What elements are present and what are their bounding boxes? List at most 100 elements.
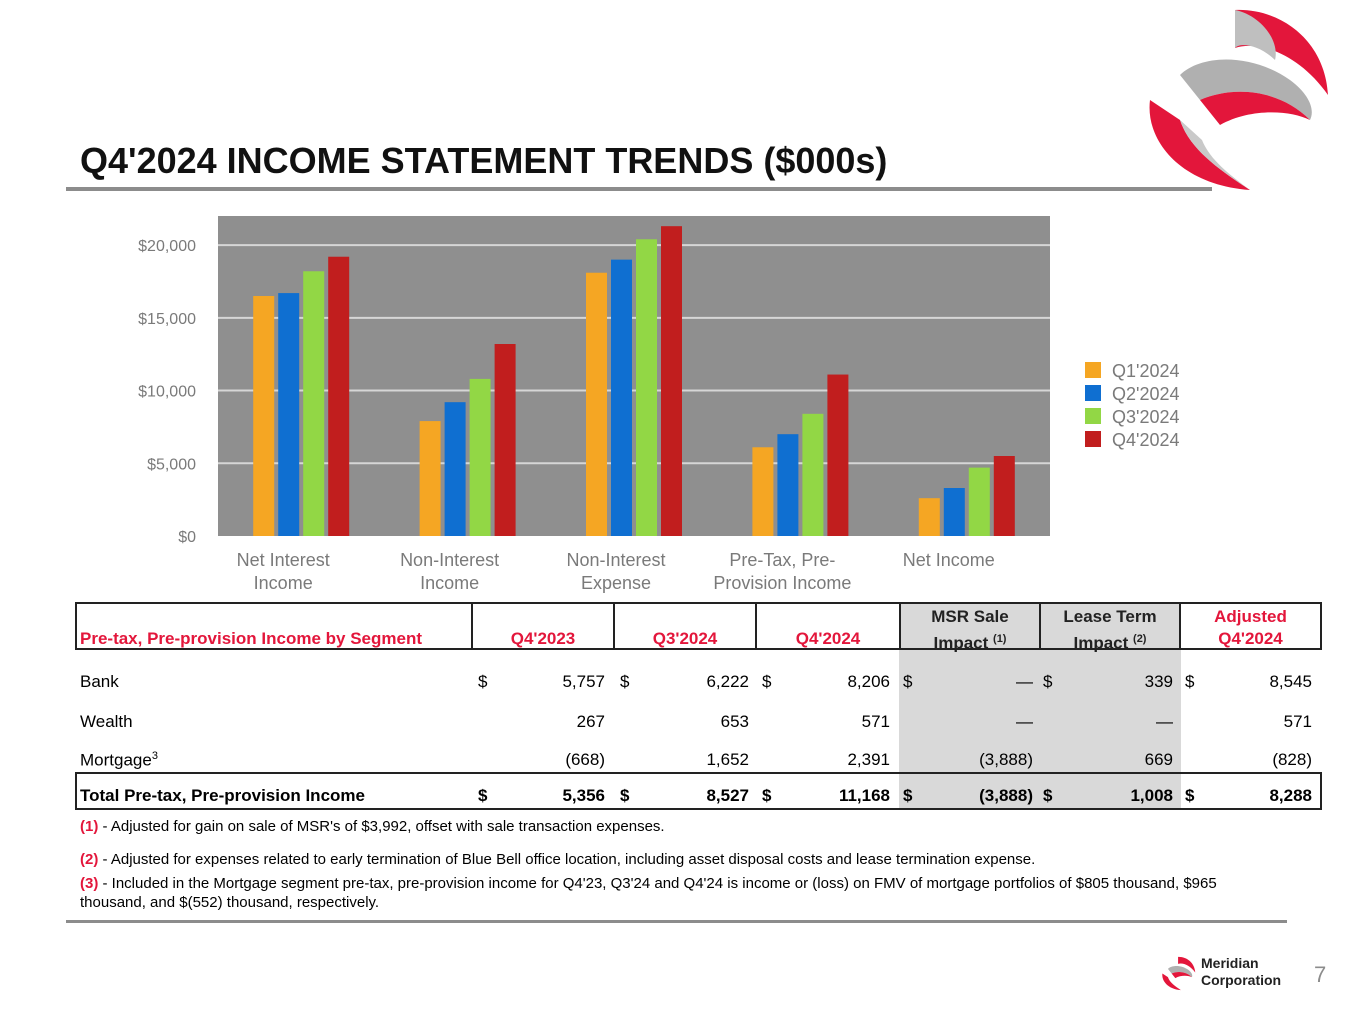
cell-value: (828) <box>1272 750 1312 769</box>
category-label: Net Interest <box>237 550 330 570</box>
bar <box>328 256 350 536</box>
footnote-2: (2) - Adjusted for expenses related to e… <box>80 851 1036 868</box>
row-label: Bank <box>80 672 119 691</box>
currency-symbol: $ <box>478 786 488 805</box>
y-tick-label: $10,000 <box>138 384 196 401</box>
y-tick-label: $15,000 <box>138 311 196 328</box>
page-title: Q4'2024 INCOME STATEMENT TRENDS ($000s) <box>80 140 888 181</box>
y-tick-label: $0 <box>178 529 196 546</box>
plot-background <box>218 216 1050 536</box>
bar <box>827 374 849 536</box>
cell-value: 2,391 <box>847 750 890 769</box>
bar <box>968 467 990 536</box>
currency-symbol: $ <box>1043 672 1053 691</box>
row-label: Mortgage3 <box>80 750 158 770</box>
category-label: Provision Income <box>713 573 851 593</box>
bar <box>419 421 441 536</box>
cell-value: — <box>1156 712 1173 731</box>
legend-swatch <box>1085 408 1101 424</box>
total-row-box <box>75 772 1322 810</box>
category-label: Income <box>254 573 313 593</box>
currency-symbol: $ <box>620 786 630 805</box>
row-label: Wealth <box>80 712 133 731</box>
lease-header: Lease Term Impact (2) <box>1063 607 1157 653</box>
meridian-logo-small <box>1162 956 1196 991</box>
cell-value: 571 <box>861 712 890 731</box>
q4-2024-header: Q4'2024 <box>795 629 861 648</box>
category-label: Non-Interest <box>400 550 499 570</box>
legend-label: Q3'2024 <box>1112 407 1180 427</box>
legend-label: Q4'2024 <box>1112 430 1180 450</box>
bar <box>278 293 300 536</box>
cell-value: 8,545 <box>1269 672 1312 691</box>
bar <box>993 456 1015 536</box>
bar <box>444 402 466 536</box>
currency-symbol: $ <box>620 672 630 691</box>
legend-label: Q1'2024 <box>1112 361 1180 381</box>
category-label: Net Income <box>903 550 995 570</box>
cell-value: 339 <box>1144 672 1173 691</box>
cell-value: — <box>1016 712 1033 731</box>
currency-symbol: $ <box>762 786 772 805</box>
bar <box>586 272 607 536</box>
cell-value: (668) <box>565 750 605 769</box>
adjustment-columns-shade <box>899 650 1181 772</box>
footnote-3: (3) - Included in the Mortgage segment p… <box>80 875 1217 910</box>
category-label: Expense <box>581 573 651 593</box>
total-value: (3,888) <box>979 786 1033 805</box>
bar <box>802 413 824 536</box>
adjustment-columns-shade-total <box>899 772 1181 810</box>
legend-swatch <box>1085 385 1101 401</box>
income-trend-chart: $0 $5,000 $10,000 $15,000 $20,000 Net Interes… <box>138 216 1180 593</box>
total-value: 8,527 <box>706 786 749 805</box>
segment-table: Pre-tax, Pre-provision Income by Segment… <box>75 602 1322 814</box>
header-box-msr <box>899 602 1041 650</box>
cell-value: 5,757 <box>562 672 605 691</box>
category-label: Income <box>420 573 479 593</box>
cell-value: 8,206 <box>847 672 890 691</box>
bar <box>752 447 774 536</box>
footer-company-name: Meridian Corporation <box>1201 955 1282 988</box>
cell-value: 571 <box>1283 712 1312 731</box>
adjusted-header: Adjusted Q4'2024 <box>1214 607 1287 648</box>
category-label: Pre-Tax, Pre- <box>729 550 835 570</box>
bar <box>661 226 682 536</box>
msr-header: MSR Sale Impact (1) <box>931 607 1009 653</box>
cell-value: 669 <box>1144 750 1173 769</box>
bar <box>469 378 491 536</box>
cell-value: 6,222 <box>706 672 749 691</box>
header-box-adjusted <box>1179 602 1322 650</box>
cell-value: — <box>1016 672 1033 691</box>
cell-value: 653 <box>720 712 749 731</box>
q4-2023-header: Q4'2023 <box>510 629 576 648</box>
total-label: Total Pre-tax, Pre-provision Income <box>80 786 365 805</box>
currency-symbol: $ <box>1185 786 1195 805</box>
legend-label: Q2'2024 <box>1112 384 1180 404</box>
y-tick-label: $20,000 <box>138 238 196 255</box>
bar <box>943 488 965 536</box>
legend-swatch <box>1085 431 1101 447</box>
currency-symbol: $ <box>1043 786 1053 805</box>
currency-symbol: $ <box>903 672 913 691</box>
bar <box>303 271 325 536</box>
q3-2024-header: Q3'2024 <box>652 629 718 648</box>
currency-symbol: $ <box>762 672 772 691</box>
category-label: Non-Interest <box>566 550 665 570</box>
title-divider <box>66 187 1212 191</box>
bar <box>253 296 275 536</box>
currency-symbol: $ <box>1185 672 1195 691</box>
segment-header: Pre-tax, Pre-provision Income by Segment <box>80 629 422 648</box>
total-value: 8,288 <box>1269 786 1312 805</box>
bar <box>636 239 657 536</box>
footnote-1: (1) - Adjusted for gain on sale of MSR's… <box>80 818 665 835</box>
cell-value: 1,652 <box>706 750 749 769</box>
bar <box>494 344 516 536</box>
total-value: 11,168 <box>838 786 890 805</box>
bar <box>918 498 940 536</box>
y-tick-label: $5,000 <box>147 456 196 473</box>
cell-value: (3,888) <box>979 750 1033 769</box>
currency-symbol: $ <box>903 786 913 805</box>
bar <box>777 434 799 536</box>
bottom-divider <box>66 920 1287 923</box>
page-number: 7 <box>1314 962 1327 987</box>
